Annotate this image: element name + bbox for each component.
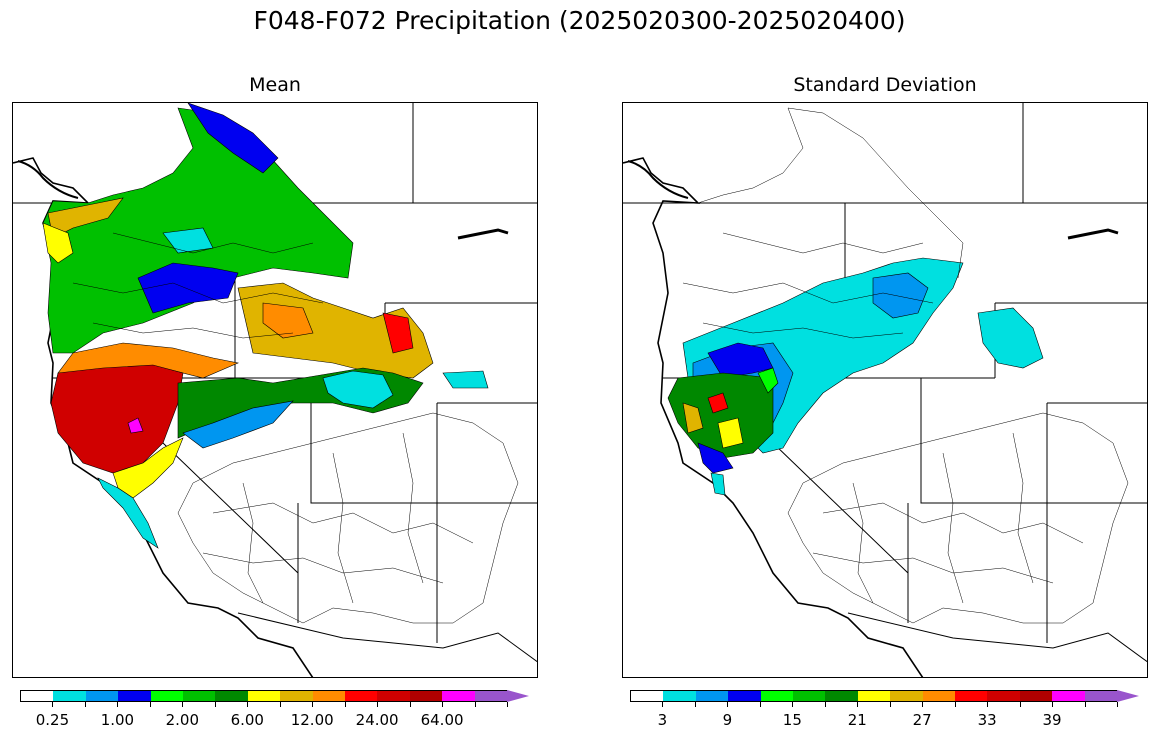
- colorbar-swatch: [442, 690, 475, 702]
- colorbar-mean: [20, 690, 508, 702]
- colorbar-swatch: [695, 690, 729, 702]
- colorbar-swatch: [630, 690, 664, 702]
- colorbar-swatch: [215, 690, 248, 702]
- colorbar-tick: [344, 702, 346, 707]
- colorbar-swatch: [377, 690, 410, 702]
- colorbar-tick: [889, 702, 891, 707]
- colorbar-swatch: [1052, 690, 1085, 702]
- colorbar-mean-arrow: [507, 690, 529, 702]
- colorbar-tick: [857, 702, 859, 707]
- colorbar-tick: [824, 702, 826, 707]
- colorbar-tick: [474, 702, 476, 707]
- colorbar-swatch: [85, 690, 119, 702]
- colorbar-tick: [149, 702, 151, 707]
- colorbar-swatch: [987, 690, 1020, 702]
- colorbar-tick: [694, 702, 696, 707]
- map-mean: [12, 102, 538, 678]
- colorbar-tick: [117, 702, 119, 707]
- colorbar-tick-label: 33: [977, 711, 997, 729]
- colorbar-stddev: [630, 690, 1118, 702]
- colorbar-tick: [1084, 702, 1086, 707]
- colorbar-tick-label: 6.00: [230, 711, 264, 729]
- colorbar-swatch: [857, 690, 891, 702]
- map-stddev: [622, 102, 1148, 678]
- colorbar-swatch: [1084, 690, 1118, 702]
- colorbar-tick: [954, 702, 956, 707]
- colorbar-swatch: [728, 690, 761, 702]
- figure-title: F048-F072 Precipitation (2025020300-2025…: [253, 6, 906, 35]
- colorbar-tick-label: 27: [912, 711, 932, 729]
- colorbar-swatch: [474, 690, 508, 702]
- colorbar-swatch: [280, 690, 313, 702]
- colorbar-tick: [922, 702, 924, 707]
- colorbar-tick: [279, 702, 281, 707]
- colorbar-tick-label: 12.00: [290, 711, 334, 729]
- colorbar-swatch: [825, 690, 858, 702]
- colorbar-tick: [759, 702, 761, 707]
- colorbar-tick: [52, 702, 54, 707]
- colorbar-stddev-arrow: [1117, 690, 1139, 702]
- colorbar-tick-label: 9: [722, 711, 733, 729]
- colorbar-tick: [182, 702, 184, 707]
- colorbar-tick-label: 3: [657, 711, 668, 729]
- colorbar-swatch: [312, 690, 346, 702]
- colorbar-swatch: [955, 690, 988, 702]
- colorbar-tick-label: 2.00: [165, 711, 200, 729]
- colorbar-tick: [312, 702, 314, 707]
- panel-title-stddev: Standard Deviation: [793, 74, 977, 96]
- colorbar-tick: [214, 702, 216, 707]
- colorbar-swatch: [922, 690, 956, 702]
- colorbar-tick-label: 15: [782, 711, 802, 729]
- colorbar-tick: [247, 702, 249, 707]
- panel-title-mean: Mean: [249, 74, 301, 96]
- colorbar-tick: [1117, 702, 1118, 707]
- colorbar-tick: [377, 702, 379, 707]
- colorbar-tick: [409, 702, 411, 707]
- colorbar-tick-label: 39: [1042, 711, 1062, 729]
- colorbar-tick: [727, 702, 729, 707]
- colorbar-tick-label: 21: [847, 711, 867, 729]
- colorbar-swatch: [890, 690, 923, 702]
- colorbar-tick: [1052, 702, 1054, 707]
- colorbar-tick: [1019, 702, 1021, 707]
- colorbar-tick-label: 24.00: [355, 711, 399, 729]
- colorbar-tick: [84, 702, 86, 707]
- colorbar-swatch: [793, 690, 826, 702]
- colorbar-tick-label: 64.00: [420, 711, 464, 729]
- colorbar-tick-label: 0.25: [35, 711, 70, 729]
- colorbar-swatch: [345, 690, 378, 702]
- colorbar-swatch: [53, 690, 86, 702]
- colorbar-swatch: [247, 690, 281, 702]
- colorbar-swatch: [663, 690, 696, 702]
- colorbar-tick: [507, 702, 508, 707]
- colorbar-swatch: [150, 690, 184, 702]
- colorbar-tick: [987, 702, 989, 707]
- colorbar-swatch: [1019, 690, 1053, 702]
- colorbar-swatch: [409, 690, 443, 702]
- colorbar-swatch: [118, 690, 151, 702]
- colorbar-swatch: [183, 690, 216, 702]
- colorbar-tick: [662, 702, 664, 707]
- colorbar-tick: [442, 702, 444, 707]
- colorbar-swatch: [20, 690, 54, 702]
- colorbar-tick: [792, 702, 794, 707]
- colorbar-tick-label: 1.00: [100, 711, 135, 729]
- colorbar-swatch: [760, 690, 794, 702]
